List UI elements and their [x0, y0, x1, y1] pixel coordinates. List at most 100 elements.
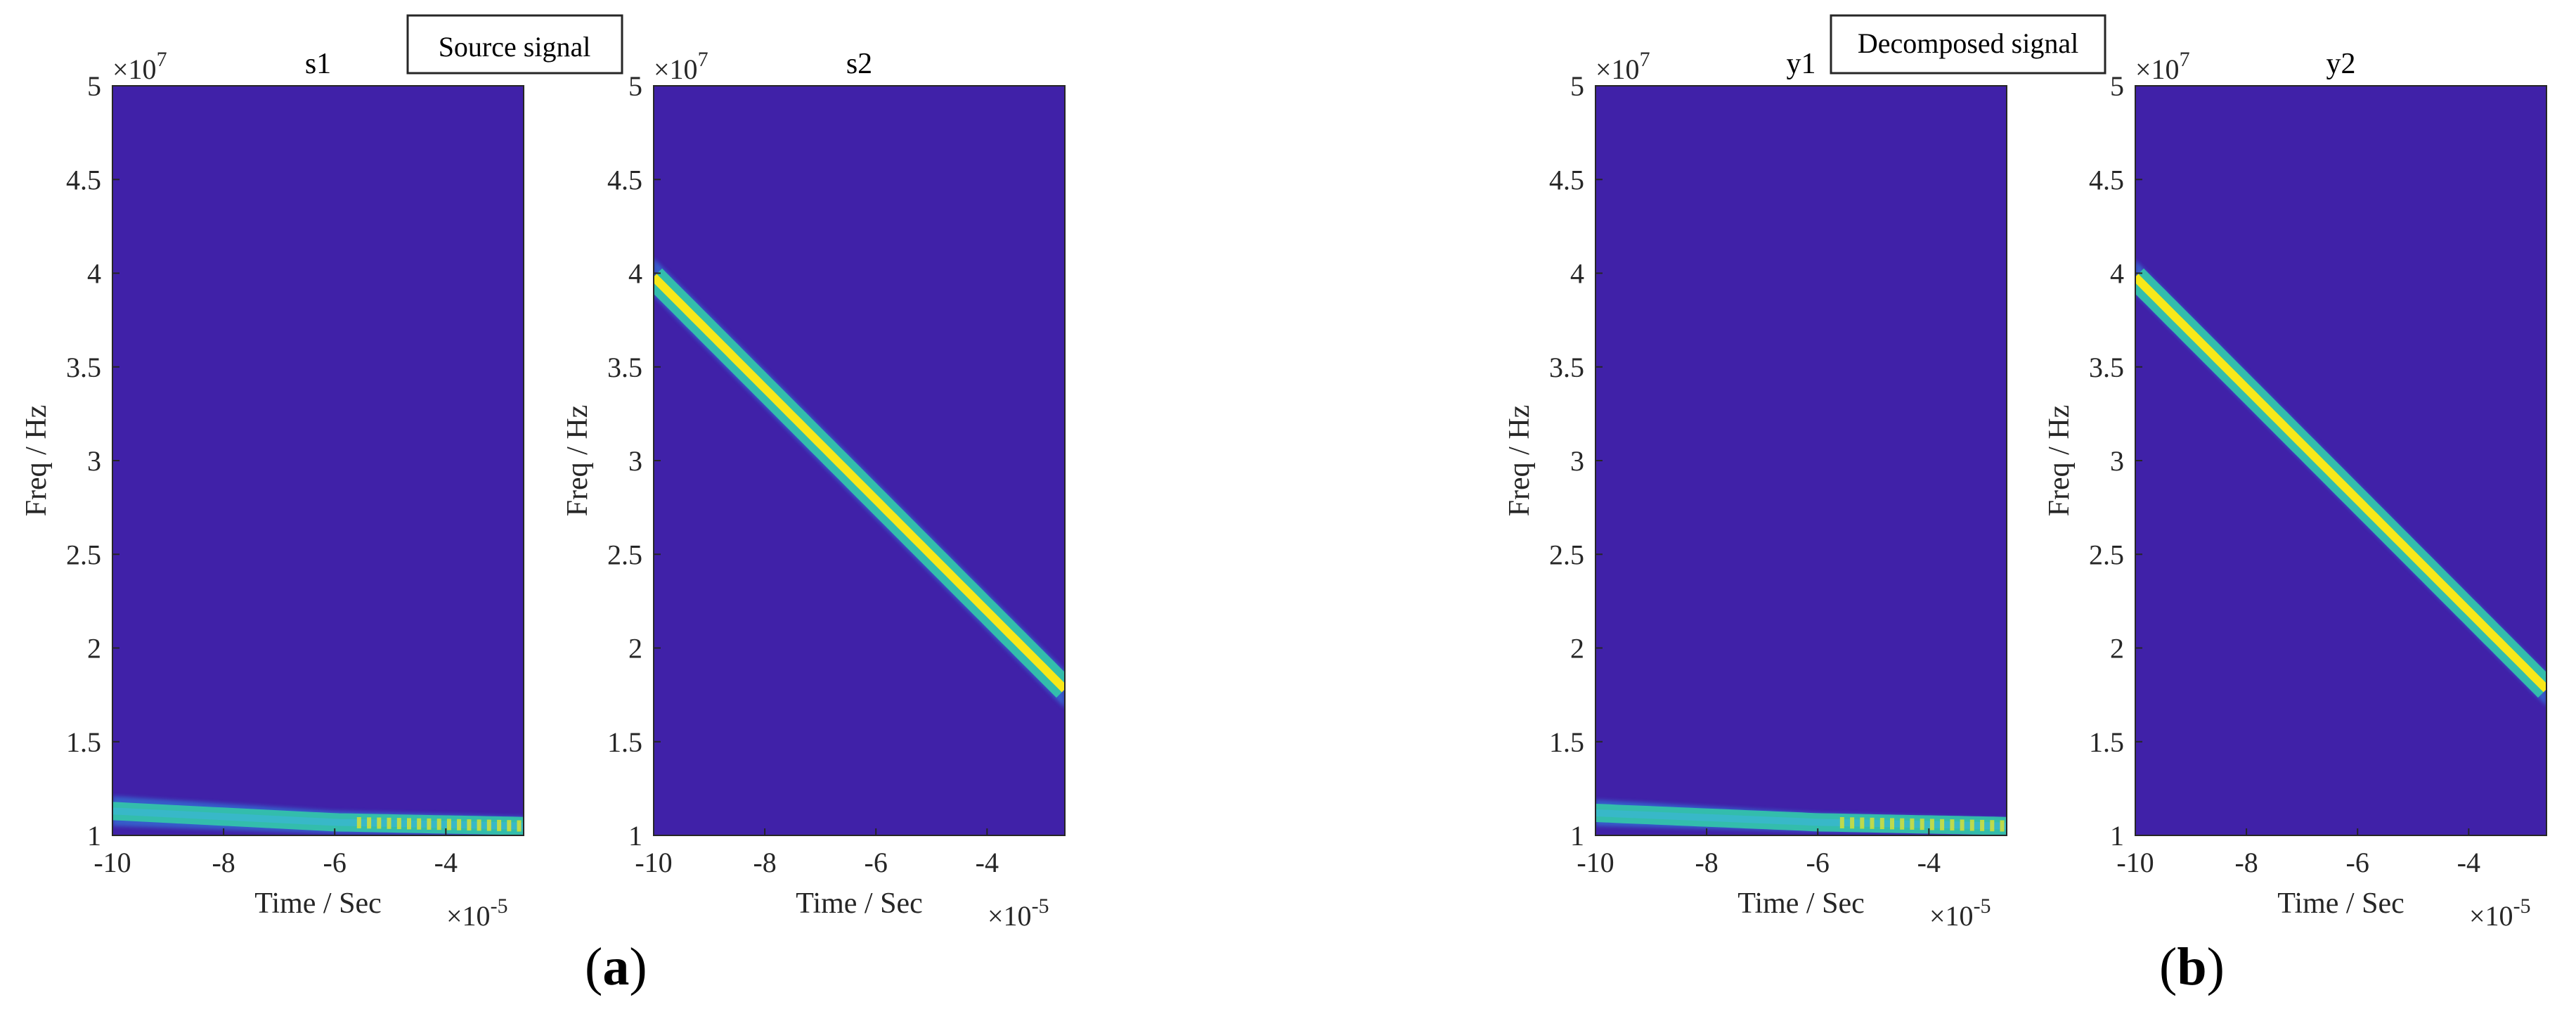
- ridge-speckle: [457, 819, 462, 830]
- y-tick-label: 2: [1570, 633, 1584, 665]
- ridge-speckle: [356, 817, 361, 828]
- ridge-speckle: [1860, 817, 1865, 829]
- ridge-speckle: [436, 819, 441, 830]
- ridge-speckle: [1879, 818, 1884, 830]
- y-axis-label: Freq / Hz: [562, 405, 594, 517]
- ridge-core: [654, 274, 1065, 693]
- ridge-speckle: [1980, 819, 1985, 831]
- ridge-speckle: [427, 818, 432, 830]
- ridge-speckle: [467, 819, 472, 831]
- y-axis-exponent: ×107: [112, 48, 167, 85]
- ridge-core: [112, 807, 524, 830]
- panel-title: s1: [305, 48, 331, 80]
- y-tick-label: 3.5: [1549, 352, 1584, 383]
- ridge-speckle: [1910, 818, 1915, 830]
- y-axis-exponent: ×107: [1596, 48, 1650, 85]
- y-tick-label: 3: [628, 445, 642, 477]
- ridge-speckle: [1969, 819, 1974, 831]
- x-tick-label: -6: [865, 847, 888, 878]
- y-tick-label: 2: [2110, 633, 2124, 665]
- spectrogram-background: [2135, 86, 2546, 835]
- x-tick-label: -10: [93, 847, 131, 878]
- panel-title: s2: [846, 48, 872, 80]
- y-tick-label: 2.5: [2089, 539, 2124, 570]
- ridge-speckle: [407, 818, 411, 830]
- x-tick-label: -6: [2346, 847, 2369, 878]
- y-tick-label: 3.5: [2089, 352, 2124, 383]
- annotation-decomposed-text: Decomposed signal: [1858, 27, 2078, 59]
- x-axis-exponent: ×10-5: [446, 894, 508, 932]
- y-axis-label: Freq / Hz: [1503, 405, 1536, 517]
- ridge-speckle: [1870, 817, 1875, 829]
- y-tick-label: 4: [1570, 258, 1584, 290]
- x-tick-label: -10: [2116, 847, 2154, 878]
- ridge-speckle: [497, 819, 502, 831]
- y-tick-label: 1.5: [607, 726, 642, 758]
- ridge-core: [1596, 809, 2007, 830]
- y-tick-label: 1.5: [66, 726, 101, 758]
- ridge-speckle: [387, 817, 391, 829]
- y-tick-label: 3: [87, 445, 101, 477]
- ridge-speckle: [446, 819, 451, 830]
- ridge-speckle: [1900, 818, 1905, 830]
- x-tick-label: -10: [1577, 847, 1614, 878]
- y-tick-label: 5: [2110, 70, 2124, 102]
- x-axis-exponent: ×10-5: [988, 894, 1049, 932]
- x-tick-label: -6: [1806, 847, 1830, 878]
- y-tick-label: 4.5: [66, 164, 101, 195]
- x-tick-label: -8: [2234, 847, 2258, 878]
- ridge-speckle: [477, 819, 481, 831]
- y-tick-label: 5: [87, 70, 101, 102]
- ridge-speckle: [377, 817, 382, 829]
- y-axis-label: Freq / Hz: [2043, 405, 2076, 517]
- ridge-speckle: [2000, 820, 2005, 832]
- annotation-box-decomposed: Decomposed signal: [1830, 14, 2106, 75]
- ridge-speckle: [1960, 819, 1965, 831]
- ridge-core: [2135, 274, 2546, 693]
- x-axis-exponent: ×10-5: [2469, 894, 2531, 932]
- y-tick-label: 2.5: [66, 539, 101, 570]
- y-tick-label: 1: [628, 820, 642, 852]
- panel-label-a: (a): [585, 937, 647, 996]
- spectrogram-background: [112, 86, 524, 835]
- panel-title: y1: [1787, 48, 1816, 80]
- ridge-speckle: [1850, 817, 1855, 829]
- panel-title: y2: [2326, 48, 2356, 80]
- ridge-speckle: [507, 820, 512, 832]
- ridge-speckle: [1890, 818, 1894, 830]
- y-axis-exponent: ×107: [2135, 48, 2190, 85]
- y-tick-label: 1.5: [1549, 726, 1584, 758]
- y-tick-label: 4.5: [2089, 164, 2124, 195]
- ridge-speckle: [517, 820, 522, 832]
- x-tick-label: -8: [753, 847, 776, 878]
- x-tick-label: -8: [1695, 847, 1718, 878]
- y-tick-label: 2: [87, 633, 101, 665]
- x-tick-label: -6: [323, 847, 347, 878]
- y-tick-label: 4.5: [607, 164, 642, 195]
- ridge-speckle: [1839, 817, 1844, 828]
- y-axis-label: Freq / Hz: [20, 405, 53, 517]
- x-axis-label: Time / Sec: [796, 887, 922, 920]
- y-tick-label: 2.5: [1549, 539, 1584, 570]
- panel-label-b: (b): [2159, 937, 2225, 996]
- x-axis-label: Time / Sec: [254, 887, 381, 920]
- y-tick-label: 3.5: [607, 352, 642, 383]
- spectrogram-background: [1596, 86, 2007, 835]
- y-tick-label: 1: [1570, 820, 1584, 852]
- ridge-speckle: [367, 817, 372, 829]
- x-tick-label: -4: [434, 847, 458, 878]
- y-tick-label: 3.5: [66, 352, 101, 383]
- x-tick-label: -8: [212, 847, 235, 878]
- y-tick-label: 2: [628, 633, 642, 665]
- spectrogram-background: [654, 86, 1065, 835]
- ridge-speckle: [1929, 819, 1934, 830]
- y-tick-label: 1.5: [2089, 726, 2124, 758]
- y-tick-label: 5: [628, 70, 642, 102]
- annotation-source-text: Source signal: [439, 31, 591, 63]
- x-tick-label: -4: [976, 847, 999, 878]
- y-tick-label: 5: [1570, 70, 1584, 102]
- spectrogram-panel-s1: 1 1.5 2 2.5 3 3.5 4 4.5 5 -10 -8 -6 -4 s1 ×107 ×10-5 Tim…: [20, 48, 524, 932]
- ridge-speckle: [396, 818, 401, 830]
- x-axis-label: Time / Sec: [1737, 887, 1864, 920]
